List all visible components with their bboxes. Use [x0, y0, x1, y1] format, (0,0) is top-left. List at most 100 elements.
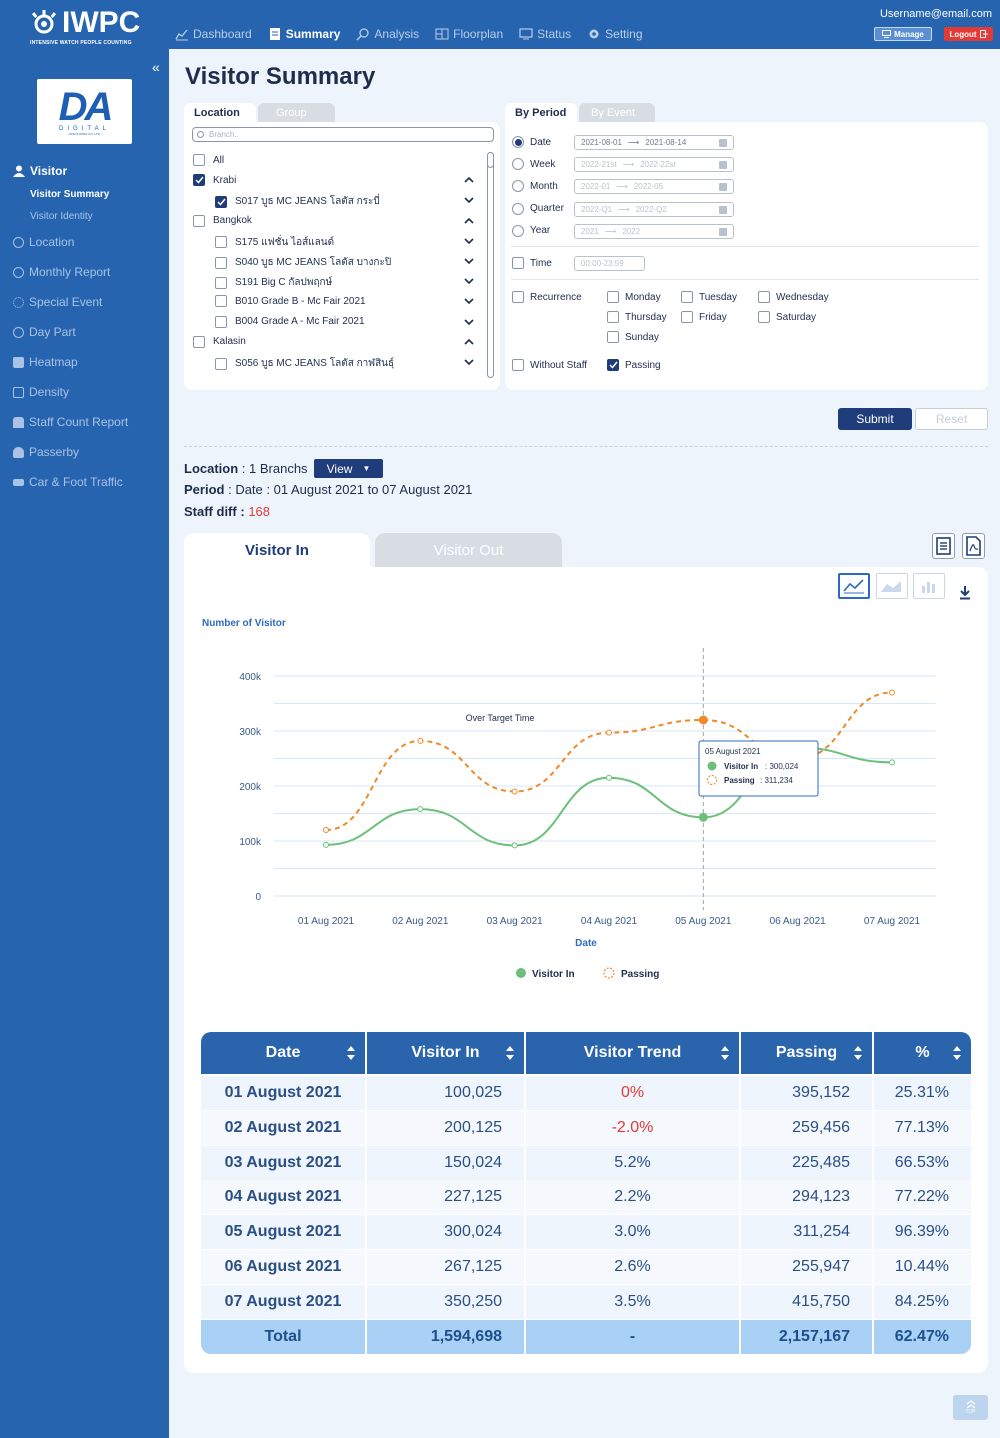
period-range-input[interactable]: 2021 ⟶ 2022: [574, 223, 734, 239]
day-tuesday[interactable]: Tuesday: [681, 291, 737, 303]
sort-icon[interactable]: [347, 1046, 355, 1060]
period-radio[interactable]: [512, 136, 524, 148]
location-checkbox[interactable]: [193, 335, 205, 348]
bar-chart-toggle[interactable]: [913, 573, 945, 599]
day-sunday[interactable]: Sunday: [607, 331, 659, 343]
brand-logo[interactable]: IWPC INTENSIVE WATCH PEOPLE COUNTING: [30, 6, 140, 46]
data-point-visitor-in[interactable]: [889, 759, 895, 766]
branch-search-input[interactable]: Branch..: [192, 127, 494, 142]
chevron-down-icon[interactable]: [464, 237, 474, 245]
tab-location[interactable]: Location: [184, 103, 256, 123]
data-point-visitor-in[interactable]: [323, 841, 329, 848]
period-radio[interactable]: [512, 158, 524, 171]
sort-icon[interactable]: [506, 1046, 514, 1060]
chevron-down-icon[interactable]: [464, 257, 474, 265]
logout-button[interactable]: Logout: [944, 27, 993, 41]
collapse-sidebar-icon[interactable]: «: [152, 59, 160, 75]
data-point-visitor-in[interactable]: [606, 774, 612, 781]
location-item[interactable]: B010 Grade B - Mc Fair 2021: [215, 295, 366, 308]
tab-visitor-out[interactable]: Visitor Out: [375, 533, 562, 568]
submit-button[interactable]: Submit: [838, 408, 912, 430]
day-monday[interactable]: Monday: [607, 291, 661, 303]
location-item[interactable]: S017 บูธ MC JEANS โลตัส กระบี่: [215, 194, 380, 209]
location-item[interactable]: Bangkok: [193, 214, 252, 227]
table-header-cell[interactable]: %: [874, 1032, 971, 1074]
time-option[interactable]: Time: [512, 257, 552, 269]
passing-checkbox[interactable]: [607, 359, 619, 371]
location-checkbox[interactable]: [193, 154, 205, 166]
day-thursday[interactable]: Thursday: [607, 311, 667, 323]
period-option-year[interactable]: Year: [512, 224, 550, 237]
without-staff-checkbox[interactable]: [512, 359, 524, 371]
monday-checkbox[interactable]: [607, 291, 619, 303]
day-friday[interactable]: Friday: [681, 311, 727, 323]
sidebar-item-car-foot-traffic[interactable]: Car & Foot Traffic: [0, 467, 169, 497]
sidebar-item-density[interactable]: Density: [0, 377, 169, 407]
tuesday-checkbox[interactable]: [681, 291, 693, 303]
download-icon[interactable]: [958, 585, 972, 600]
legend-passing-label[interactable]: Passing: [621, 969, 659, 980]
period-range-input[interactable]: 2021-08-01 ⟶ 2021-08-14: [574, 135, 734, 150]
table-header-cell[interactable]: Date: [201, 1032, 365, 1074]
chevron-down-icon[interactable]: [464, 318, 474, 326]
chevron-down-icon[interactable]: [464, 196, 474, 204]
line-chart-toggle[interactable]: [838, 573, 870, 599]
scroll-top-button[interactable]: TOP: [953, 1395, 988, 1420]
location-item[interactable]: B004 Grade A - Mc Fair 2021: [215, 315, 365, 328]
location-checkbox[interactable]: [215, 236, 227, 249]
location-scrollbar-track[interactable]: [487, 152, 494, 378]
wednesday-checkbox[interactable]: [758, 291, 770, 303]
data-point-passing[interactable]: [511, 788, 518, 795]
data-point-passing[interactable]: [889, 689, 895, 696]
calendar-icon[interactable]: [719, 161, 727, 170]
table-header-cell[interactable]: Visitor Trend: [526, 1032, 739, 1074]
data-point-passing[interactable]: [323, 827, 329, 833]
location-item[interactable]: S056 บูธ MC JEANS โลตัส กาฬสินธุ์: [215, 356, 394, 371]
passing-option[interactable]: Passing: [607, 359, 661, 371]
user-email[interactable]: Username@email.com: [879, 8, 992, 20]
table-header-cell[interactable]: Passing: [741, 1032, 872, 1074]
location-checkbox[interactable]: [193, 174, 205, 187]
sidebar-subitem-visitor-summary[interactable]: Visitor Summary: [30, 188, 110, 200]
location-checkbox[interactable]: [215, 195, 227, 208]
nav-setting[interactable]: Setting: [587, 27, 643, 41]
recurrence-checkbox[interactable]: [512, 291, 524, 303]
location-scrollbar-thumb[interactable]: [487, 152, 494, 168]
location-item[interactable]: All: [193, 154, 224, 166]
sort-icon[interactable]: [721, 1046, 729, 1060]
manage-button[interactable]: Manage: [874, 27, 932, 41]
nav-analysis[interactable]: Analysis: [356, 27, 419, 41]
data-point-passing[interactable]: [698, 715, 708, 725]
sort-icon[interactable]: [854, 1046, 862, 1060]
saturday-checkbox[interactable]: [758, 311, 770, 323]
sunday-checkbox[interactable]: [607, 331, 619, 343]
period-radio[interactable]: [512, 202, 524, 215]
time-checkbox[interactable]: [512, 257, 524, 269]
calendar-icon[interactable]: [719, 139, 727, 147]
export-document-button[interactable]: [932, 533, 955, 559]
tab-group[interactable]: Group: [258, 103, 335, 123]
time-range-input[interactable]: 00:00-23:59: [574, 256, 645, 271]
chevron-up-icon[interactable]: [464, 338, 474, 346]
period-option-date[interactable]: Date: [512, 136, 551, 148]
area-chart-toggle[interactable]: [876, 573, 908, 599]
location-checkbox[interactable]: [215, 315, 227, 328]
sidebar-item-staff-count[interactable]: Staff Count Report: [0, 407, 169, 437]
data-point-visitor-in[interactable]: [698, 812, 708, 822]
tab-by-period[interactable]: By Period: [505, 103, 577, 123]
chevron-up-icon[interactable]: [464, 176, 474, 184]
period-radio[interactable]: [512, 224, 524, 237]
sidebar-item-heatmap[interactable]: Heatmap: [0, 347, 169, 377]
location-checkbox[interactable]: [215, 357, 227, 370]
period-option-week[interactable]: Week: [512, 158, 555, 171]
sidebar-item-location[interactable]: Location: [0, 227, 169, 257]
calendar-icon[interactable]: [719, 205, 727, 214]
day-wednesday[interactable]: Wednesday: [758, 291, 829, 303]
day-saturday[interactable]: Saturday: [758, 311, 816, 323]
chevron-down-icon[interactable]: [464, 297, 474, 305]
calendar-icon[interactable]: [719, 183, 727, 192]
location-checkbox[interactable]: [215, 256, 227, 269]
chevron-down-icon[interactable]: [464, 277, 474, 285]
location-checkbox[interactable]: [193, 214, 205, 227]
tab-visitor-in[interactable]: Visitor In: [184, 533, 370, 568]
